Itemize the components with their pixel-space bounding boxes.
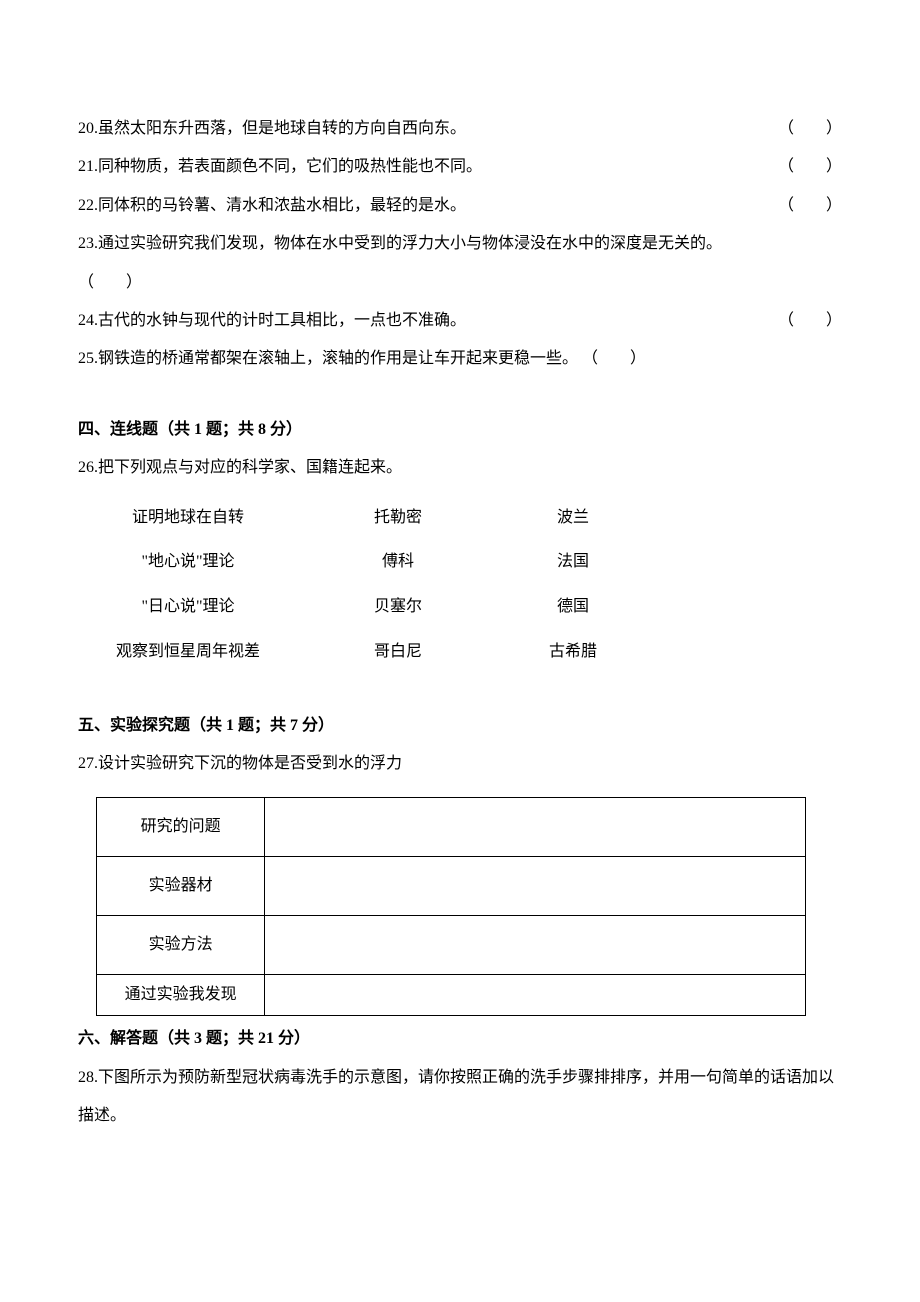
table-row: 实验器材	[97, 857, 806, 916]
table-row: 通过实验我发现	[97, 975, 806, 1016]
question-text: 25.钢铁造的桥通常都架在滚轴上，滚轴的作用是让车开起来更稳一些。	[78, 350, 578, 367]
table-content	[265, 975, 806, 1016]
answer-paren: （ ）	[78, 274, 142, 291]
question-number: 27.	[78, 755, 98, 772]
match-left: 证明地球在自转	[78, 496, 298, 541]
question-number: 26.	[78, 459, 98, 476]
table-content	[265, 798, 806, 857]
document-page: 20.虽然太阳东升西落，但是地球自转的方向自西向东。 （ ） 21.同种物质，若…	[0, 0, 920, 1196]
question-21: 21.同种物质，若表面颜色不同，它们的吸热性能也不同。 （ ）	[78, 148, 842, 186]
question-23-paren: （ ）	[78, 264, 842, 302]
question-24: 24.古代的水钟与现代的计时工具相比，一点也不准确。 （ ）	[78, 302, 842, 340]
section-6-title: 六、解答题（共 3 题；共 21 分）	[78, 1020, 842, 1058]
table-label: 研究的问题	[97, 798, 265, 857]
question-20: 20.虽然太阳东升西落，但是地球自转的方向自西向东。 （ ）	[78, 110, 842, 148]
match-right: 德国	[498, 585, 648, 630]
experiment-table: 研究的问题 实验器材 实验方法 通过实验我发现	[96, 797, 806, 1016]
question-text: 20.虽然太阳东升西落，但是地球自转的方向自西向东。	[78, 120, 466, 137]
section-5-title: 五、实验探究题（共 1 题；共 7 分）	[78, 707, 842, 745]
question-text: 22.同体积的马铃薯、清水和浓盐水相比，最轻的是水。	[78, 197, 466, 214]
match-mid: 哥白尼	[298, 630, 498, 675]
match-left: "地心说"理论	[78, 540, 298, 585]
answer-paren: （ ）	[582, 350, 646, 367]
match-mid: 托勒密	[298, 496, 498, 541]
matching-grid: 证明地球在自转 托勒密 波兰 "地心说"理论 傅科 法国 "日心说"理论 贝塞尔…	[78, 496, 842, 675]
match-right: 法国	[498, 540, 648, 585]
table-label: 实验方法	[97, 916, 265, 975]
answer-paren: （ ）	[778, 148, 842, 186]
question-27: 27.设计实验研究下沉的物体是否受到水的浮力	[78, 745, 842, 783]
question-25: 25.钢铁造的桥通常都架在滚轴上，滚轴的作用是让车开起来更稳一些。 （ ）	[78, 340, 842, 378]
question-28: 28.下图所示为预防新型冠状病毒洗手的示意图，请你按照正确的洗手步骤排排序，并用…	[78, 1059, 842, 1136]
question-number: 28.	[78, 1069, 98, 1086]
match-row: "地心说"理论 傅科 法国	[78, 540, 842, 585]
answer-paren: （ ）	[778, 187, 842, 225]
table-label: 实验器材	[97, 857, 265, 916]
answer-paren: （ ）	[778, 302, 842, 340]
match-left: 观察到恒星周年视差	[78, 630, 298, 675]
question-23: 23.通过实验研究我们发现，物体在水中受到的浮力大小与物体浸没在水中的深度是无关…	[78, 225, 842, 263]
match-left: "日心说"理论	[78, 585, 298, 630]
match-row: 证明地球在自转 托勒密 波兰	[78, 496, 842, 541]
table-row: 研究的问题	[97, 798, 806, 857]
question-text: 把下列观点与对应的科学家、国籍连起来。	[98, 459, 402, 476]
match-row: 观察到恒星周年视差 哥白尼 古希腊	[78, 630, 842, 675]
question-text: 设计实验研究下沉的物体是否受到水的浮力	[98, 755, 402, 772]
question-26: 26.把下列观点与对应的科学家、国籍连起来。	[78, 449, 842, 487]
table-label: 通过实验我发现	[97, 975, 265, 1016]
match-mid: 傅科	[298, 540, 498, 585]
table-content	[265, 916, 806, 975]
question-22: 22.同体积的马铃薯、清水和浓盐水相比，最轻的是水。 （ ）	[78, 187, 842, 225]
table-row: 实验方法	[97, 916, 806, 975]
answer-paren: （ ）	[778, 110, 842, 148]
question-text: 下图所示为预防新型冠状病毒洗手的示意图，请你按照正确的洗手步骤排排序，并用一句简…	[78, 1069, 834, 1124]
question-text: 24.古代的水钟与现代的计时工具相比，一点也不准确。	[78, 312, 466, 329]
match-row: "日心说"理论 贝塞尔 德国	[78, 585, 842, 630]
section-4-title: 四、连线题（共 1 题；共 8 分）	[78, 411, 842, 449]
match-right: 古希腊	[498, 630, 648, 675]
match-mid: 贝塞尔	[298, 585, 498, 630]
table-content	[265, 857, 806, 916]
match-right: 波兰	[498, 496, 648, 541]
question-text: 23.通过实验研究我们发现，物体在水中受到的浮力大小与物体浸没在水中的深度是无关…	[78, 235, 722, 252]
question-text: 21.同种物质，若表面颜色不同，它们的吸热性能也不同。	[78, 158, 482, 175]
